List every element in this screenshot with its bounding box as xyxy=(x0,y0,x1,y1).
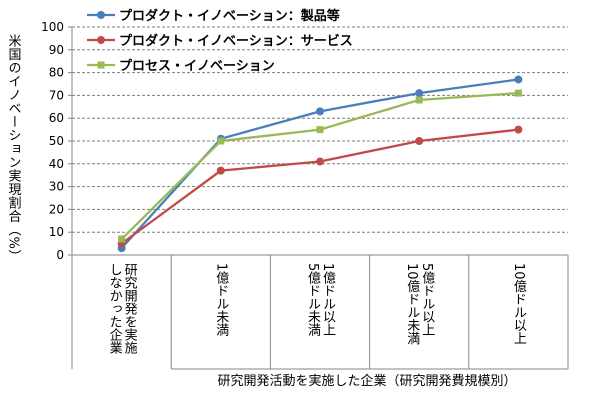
series-2 xyxy=(118,89,522,243)
y-tick-label-20: 20 xyxy=(49,202,64,216)
y-tick-label-0: 0 xyxy=(56,248,64,262)
legend-item-0: プロダクト・イノベーション：製品等 xyxy=(87,8,340,24)
y-axis-label-text: 米国のイノベーション実現割合（%） xyxy=(6,34,22,263)
data-point xyxy=(216,166,225,175)
data-point xyxy=(415,137,424,145)
x-group-label: 研究開発活動を実施した企業（研究開発費規模別） xyxy=(217,373,516,389)
x-category-label-line: しなかった企業 xyxy=(107,263,123,354)
data-point xyxy=(316,126,324,134)
legend-label: プロダクト・イノベーション：サービス xyxy=(119,33,353,49)
data-point xyxy=(316,157,324,166)
x-category-label-line: 5億ドル以上 xyxy=(419,263,435,336)
data-point xyxy=(217,137,225,145)
data-point xyxy=(514,75,523,84)
x-category-label-line: 5億ドル未満 xyxy=(305,263,321,337)
x-category-label-line: 1億ドル未満 xyxy=(213,263,229,337)
legend-item-2: プロセス・イノベーション xyxy=(87,59,275,74)
data-point xyxy=(415,96,423,104)
data-point xyxy=(316,107,324,116)
y-tick-label-60: 60 xyxy=(49,111,64,125)
x-category-label-line: 研究開発を実施 xyxy=(122,263,138,354)
legend-marker xyxy=(97,11,105,19)
y-tick-label-70: 70 xyxy=(49,88,64,102)
legend-marker xyxy=(97,61,105,69)
y-tick-label-10: 10 xyxy=(49,225,64,239)
y-tick-label-90: 90 xyxy=(49,43,64,57)
legend-marker xyxy=(97,36,105,44)
data-point xyxy=(118,235,126,243)
legend-item-1: プロダクト・イノベーション：サービス xyxy=(87,33,353,49)
y-tick-labels: 0 10 20 30 40 50 60 70 80 90 100 xyxy=(41,20,64,262)
legend-label: プロダクト・イノベーション：製品等 xyxy=(119,8,340,24)
x-category-label-line: 10億ドル以上 xyxy=(511,263,527,345)
axes xyxy=(68,26,569,370)
y-tick-label-80: 80 xyxy=(49,66,64,80)
legend: プロダクト・イノベーション：製品等プロダクト・イノベーション：サービスプロセス・… xyxy=(87,8,353,74)
x-category-label-4: 10億ドル以上 xyxy=(511,263,527,345)
data-point xyxy=(514,125,523,134)
legend-label: プロセス・イノベーション xyxy=(119,59,275,74)
data-point xyxy=(415,89,424,98)
x-category-label-line: 1億ドル以上 xyxy=(320,263,336,336)
x-category-label-line: 10億ドル未満 xyxy=(404,263,420,345)
x-category-label-1: 1億ドル未満 xyxy=(213,263,229,337)
y-axis-label: 米国のイノベーション実現割合（%） xyxy=(6,34,22,263)
y-tick-label-30: 30 xyxy=(49,180,64,194)
y-tick-label-50: 50 xyxy=(49,134,64,148)
y-tick-label-40: 40 xyxy=(49,157,64,171)
data-point xyxy=(514,89,522,97)
series-layer xyxy=(117,75,523,253)
y-tick-label-100: 100 xyxy=(41,20,64,34)
